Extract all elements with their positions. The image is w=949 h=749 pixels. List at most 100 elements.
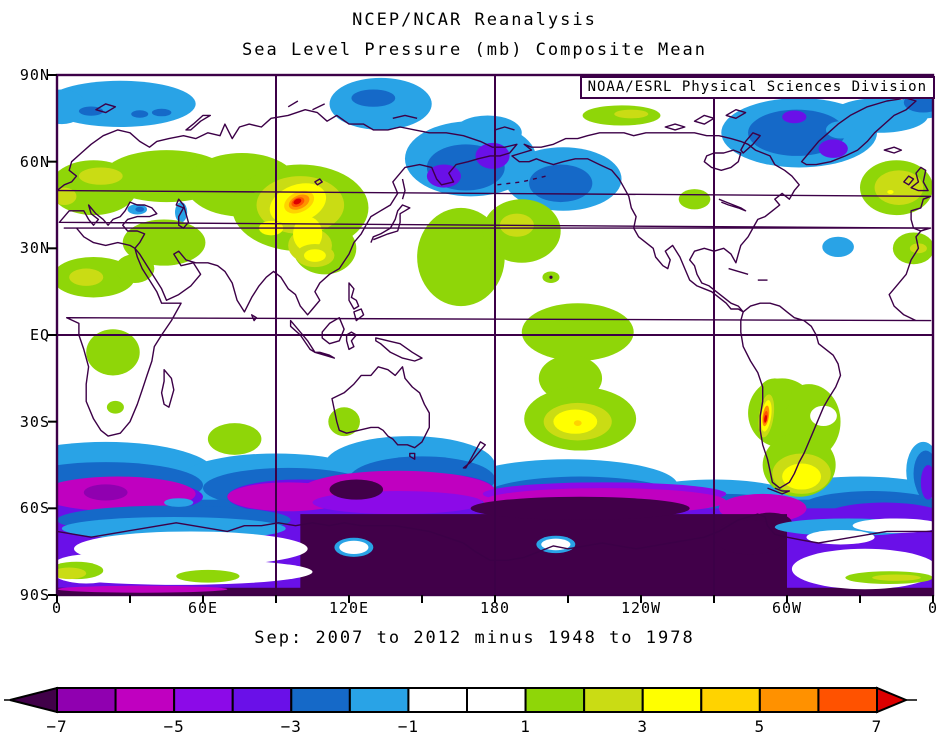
colorbar-cell [407,687,468,713]
anomaly-region [822,236,854,257]
coastline [800,97,917,166]
colorbar-left-arrow [9,686,58,714]
coastline [175,198,190,229]
page-title: NCEP/NCAR Reanalysis [352,10,597,30]
lat-tick-label: 90N [19,66,50,84]
colorbar-cell [641,687,703,713]
lon-tick-label: 0 [927,599,939,617]
coastline [185,114,211,131]
anomaly-region [339,540,369,554]
colorbar-cell [700,687,761,713]
coastline [494,126,515,131]
anomaly-region [151,108,172,117]
colorbar-cell [817,687,879,713]
anomaly-region [106,400,124,414]
coastline-layer [57,97,933,561]
anomaly-region [714,519,787,555]
anomaly-region [529,164,593,203]
coastline [693,114,715,125]
coastline [740,132,761,154]
anomaly-region [69,268,104,286]
anomaly-region [825,121,856,139]
anomaly-region [920,465,933,500]
colorbar-cell [758,687,820,713]
colorbar-tick-label: 5 [754,717,766,736]
lat-tick-label: 30N [19,239,50,258]
anomaly-region [57,567,87,580]
coastline [331,366,430,449]
anomaly-region [135,206,145,212]
coastline [160,369,175,408]
colorbar-tick-label: −1 [397,717,420,736]
colorbar [4,686,917,714]
coastline [910,166,929,192]
anomaly-region [417,207,505,307]
coastline [740,302,842,489]
lat-tick-label: 90S [19,586,50,604]
lat-tick-label: 30S [19,412,50,431]
coastline [57,109,932,316]
anomaly-region [86,329,140,376]
coastline [375,337,423,362]
coastline [703,149,742,171]
coastline [321,317,345,345]
lon-tick-label: 0 [51,599,63,617]
colorbar-cell [231,687,293,713]
anomaly-region [207,423,262,455]
anomaly-region [122,219,206,266]
anomaly-region [818,139,848,158]
colorbar-cell [114,687,176,713]
coastline [462,441,486,469]
colorbar-tick-label: 1 [520,717,531,736]
map-caption: Sep: 2007 to 2012 minus 1948 to 1978 [254,628,695,648]
coastline [348,282,360,310]
colorbar-tick-label: −5 [163,717,185,736]
anomaly-region [131,110,149,118]
coastline [251,314,258,322]
anomaly-region [782,110,807,124]
anomaly-region [329,479,384,500]
coastline [353,308,365,322]
anomaly-region [678,189,711,210]
anomaly-region [806,530,875,545]
colorbar-right-arrow [876,686,909,714]
coastline [401,178,406,200]
anomaly-region [791,548,933,590]
lat-tick-label: 60S [19,499,50,518]
coastline [767,487,791,495]
anomaly-region [57,187,77,205]
island-dot [549,275,553,279]
colorbar-cell [173,687,234,713]
anomaly-region [521,303,634,361]
anomaly-region [303,249,326,262]
coastline [409,452,416,460]
graticule-layer [57,75,933,595]
coastline [725,109,747,119]
lat-tick-label: 60N [19,152,50,171]
colorbar-cell [56,687,117,713]
anomaly-region [300,514,787,595]
coastline [370,204,411,243]
anomaly-region [74,531,308,567]
coastline [718,198,747,212]
coastline [883,146,903,154]
lon-tick-label: 180 [479,599,511,617]
coastline [728,267,749,275]
anomaly-region [176,569,240,583]
anomaly-region [293,216,323,252]
anomaly-region [78,167,123,185]
coastline [57,513,933,561]
anomaly-region [573,420,582,426]
anomaly-region [57,585,228,593]
colorbar-cell [348,687,410,713]
anomaly-region [782,463,822,490]
colorbar-tick-label: −7 [46,717,68,736]
colorbar-cell [466,687,527,713]
page-subtitle: Sea Level Pressure (mb) Composite Mean [242,40,707,60]
colorbar-tick-label: −3 [280,717,302,736]
colorbar-tick-label: 3 [637,717,649,736]
coastline [63,227,932,437]
anomaly-region [453,115,522,151]
anomaly-region [887,189,894,195]
